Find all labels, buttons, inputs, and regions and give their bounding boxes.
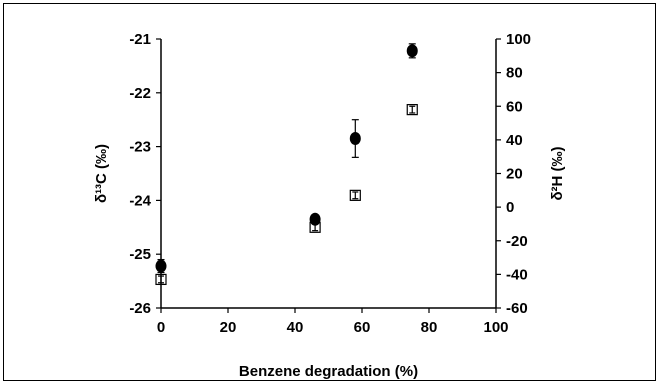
open-square-point (406, 104, 418, 116)
y-right-tick-label: -40 (506, 266, 528, 283)
x-axis-title: Benzene degradation (%) (239, 363, 418, 380)
y-left-tick-label: -26 (129, 300, 151, 317)
open-square-point (309, 221, 321, 233)
y-right-tick-label: 80 (506, 65, 523, 82)
x-tick-label: 80 (421, 319, 438, 336)
chart-frame (3, 3, 656, 381)
x-tick-label: 60 (354, 319, 371, 336)
filled-circle-point (406, 44, 418, 58)
y-left-tick-label: -25 (129, 246, 151, 263)
y-left-tick-label: -22 (129, 85, 151, 102)
y-left-tick-label: -21 (129, 31, 151, 48)
y-right-tick-label: 20 (506, 166, 523, 183)
x-tick-label: 20 (220, 319, 237, 336)
y-right-tick-label: -60 (506, 300, 528, 317)
y-right-tick-label: 60 (506, 98, 523, 115)
y-right-tick-label: 100 (506, 31, 531, 48)
y-left-tick-label: -23 (129, 139, 151, 156)
axes-group: 0 20 40 60 80 100 -26 -25 -24 -23 -22 -21 -60 -40 -20 0… (129, 31, 531, 336)
y-axis-right-title: δ²H (‰) (549, 146, 566, 200)
x-tick-label: 0 (157, 319, 165, 336)
open-square-point (349, 189, 361, 201)
y-right-tick-label: 0 (506, 199, 514, 216)
marks-group (155, 43, 418, 286)
filled-circle-point (155, 259, 167, 273)
y-left-tick-label: -24 (129, 192, 151, 209)
y-right-tick-label: -20 (506, 233, 528, 250)
open-square-point (155, 273, 167, 286)
filled-circle-point (349, 132, 361, 146)
y-axis-left-title: δ¹³C (‰) (93, 144, 110, 203)
y-right-tick-label: 40 (506, 132, 523, 149)
x-tick-label: 100 (483, 319, 508, 336)
x-tick-label: 40 (287, 319, 304, 336)
